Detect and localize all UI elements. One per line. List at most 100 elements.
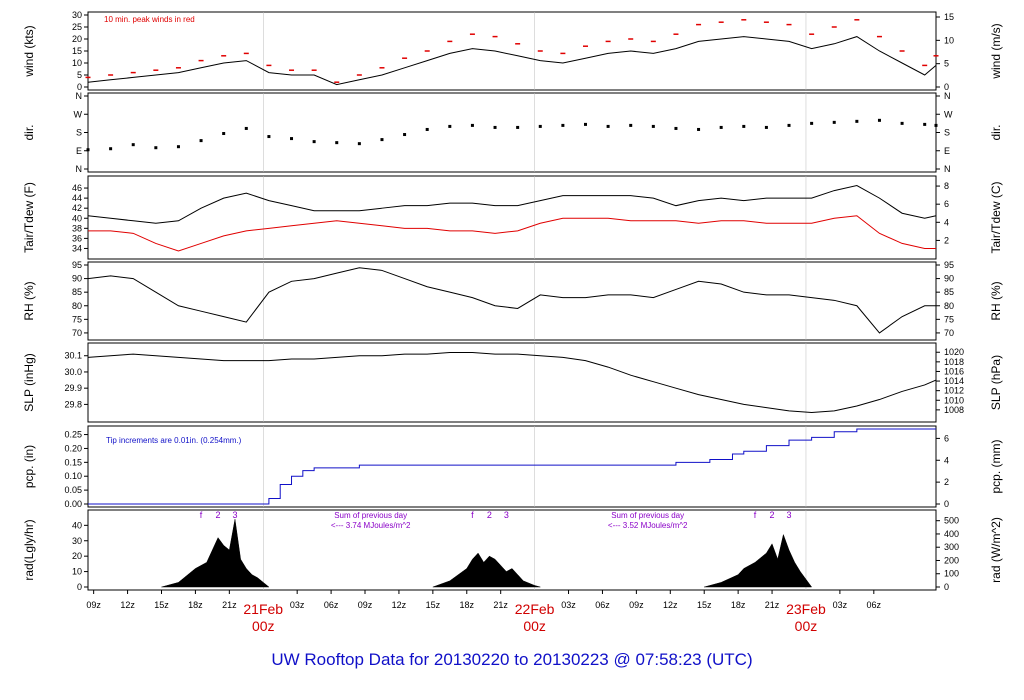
left-tick-label: 44 — [72, 193, 82, 203]
left-tick-label: 0.10 — [64, 471, 82, 481]
y-axis-label-right: rad (W/m^2) — [989, 517, 1003, 583]
left-tick-label: 10 — [72, 58, 82, 68]
day-date-label: 21Feb — [243, 601, 283, 617]
peak-hour-marker: 2 — [770, 510, 775, 520]
left-tick-label: 40 — [72, 520, 82, 530]
right-tick-label: 100 — [944, 569, 959, 579]
right-tick-label: 0 — [944, 582, 949, 592]
right-tick-label: 90 — [944, 274, 954, 284]
hour-tick-label: 18z — [188, 600, 203, 610]
right-tick-label: 10 — [944, 35, 954, 45]
right-tick-label: 1020 — [944, 347, 964, 357]
right-tick-label: 2 — [944, 235, 949, 245]
right-tick-label: 70 — [944, 328, 954, 338]
right-tick-label: 15 — [944, 12, 954, 22]
hour-tick-label: 21z — [222, 600, 237, 610]
hour-tick-label: 09z — [358, 600, 373, 610]
left-tick-label: 10 — [72, 567, 82, 577]
right-tick-label: 1010 — [944, 395, 964, 405]
left-tick-label: 0 — [77, 582, 82, 592]
left-tick-label: 38 — [72, 223, 82, 233]
left-tick-label: 46 — [72, 183, 82, 193]
direction-point — [674, 126, 678, 130]
left-tick-label: 30.1 — [64, 351, 82, 361]
series-rh — [87, 267, 936, 334]
right-tick-label: 500 — [944, 516, 959, 526]
time-axis: 09z 12z 15z 18z 21z 03z 06z 09z 12z 15z 18z 21z 03z 0… — [86, 590, 882, 634]
left-tick-label: 85 — [72, 287, 82, 297]
right-tick-label: 0 — [944, 499, 949, 509]
hour-tick-label: 15z — [426, 600, 441, 610]
left-tick-label: 0 — [77, 82, 82, 92]
direction-point — [538, 124, 542, 128]
direction-point — [810, 121, 814, 125]
left-tick-label: 95 — [72, 260, 82, 270]
right-tick-label: 95 — [944, 260, 954, 270]
direction-point — [403, 133, 407, 137]
left-tick-label: 34 — [72, 243, 82, 253]
daily-sum-label: Sum of previous day — [334, 511, 407, 520]
panel-annotation: 10 min. peak winds in red — [104, 15, 195, 24]
direction-point — [516, 125, 520, 129]
direction-point — [86, 148, 90, 152]
y-axis-label-left: rad(Lgly/hr) — [22, 519, 36, 580]
left-tick-label: 42 — [72, 203, 82, 213]
hour-tick-label: 18z — [460, 600, 475, 610]
peak-hour-marker: 2 — [487, 510, 492, 520]
left-tick-label: 70 — [72, 328, 82, 338]
panel-frame — [87, 92, 937, 173]
direction-point — [425, 127, 429, 131]
series-precip — [88, 428, 936, 505]
hour-tick-label: 12z — [663, 600, 678, 610]
direction-point — [380, 138, 384, 142]
series-tair — [87, 185, 937, 224]
hour-tick-label: 15z — [697, 600, 712, 610]
panel-frame — [87, 11, 937, 91]
left-tick-label: 0.20 — [64, 443, 82, 453]
direction-point — [923, 122, 927, 126]
right-tick-label: 1012 — [944, 386, 964, 396]
day-hour-label: 00z — [523, 618, 546, 634]
y-axis-label-left: wind (kts) — [22, 25, 36, 77]
peak-hour-marker: f — [200, 510, 203, 520]
hour-tick-label: 09z — [629, 600, 644, 610]
figure-title: UW Rooftop Data for 20130220 to 20130223… — [271, 650, 753, 669]
series-slp — [87, 351, 937, 414]
hour-tick-label: 12z — [120, 600, 135, 610]
y-axis-label-left: pcp. (in) — [22, 445, 36, 488]
right-tick-label: 0 — [944, 82, 949, 92]
direction-point — [877, 118, 881, 122]
hour-tick-label: 15z — [154, 600, 169, 610]
left-tick-label: 75 — [72, 314, 82, 324]
hour-tick-label: 03z — [833, 600, 848, 610]
left-tick-label: 90 — [72, 274, 82, 284]
direction-point — [222, 132, 226, 136]
right-tick-label: 5 — [944, 59, 949, 69]
hour-tick-label: 09z — [86, 600, 101, 610]
y-axis-label-right: SLP (hPa) — [989, 355, 1003, 410]
panel-frame — [87, 425, 937, 508]
left-tick-label: 0.25 — [64, 430, 82, 440]
day-hour-label: 00z — [795, 618, 818, 634]
panel-annotation: Tip increments are 0.01in. (0.254mm.) — [106, 436, 242, 445]
peak-hour-marker: f — [471, 510, 474, 520]
left-tick-label: 30 — [72, 10, 82, 20]
direction-point — [109, 147, 113, 151]
direction-point — [697, 127, 701, 131]
direction-point — [855, 119, 859, 123]
daily-sum-value: <--- 3.52 MJoules/m^2 — [608, 521, 688, 530]
peak-hour-marker: 2 — [216, 510, 221, 520]
right-tick-label: 400 — [944, 529, 959, 539]
left-tick-label: N — [76, 91, 83, 101]
y-axis-label-right: pcp. (mm) — [989, 439, 1003, 493]
right-tick-label: 2 — [944, 477, 949, 487]
right-tick-label: N — [944, 91, 951, 101]
left-tick-label: 15 — [72, 46, 82, 56]
panel-precip: 0.00 0.05 0.10 0.15 0.20 0.25 0 2 4 6 pcp. (in) pcp… — [22, 425, 1003, 509]
direction-point — [764, 125, 768, 129]
day-date-label: 23Feb — [786, 601, 826, 617]
